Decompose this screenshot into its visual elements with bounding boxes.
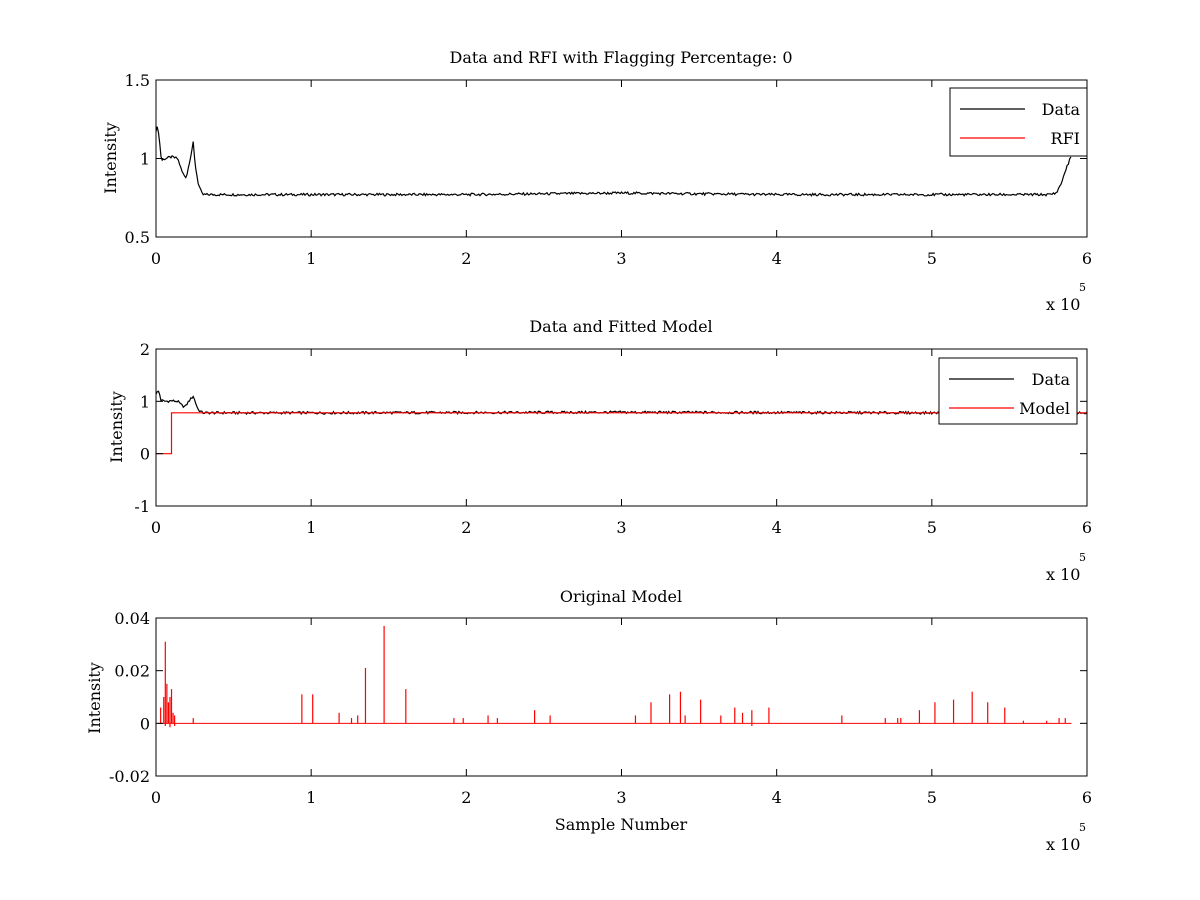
panel-3-x-tick-label: 1 xyxy=(306,788,316,807)
panel-2-x-tick-label: 2 xyxy=(461,518,471,537)
panel-2-legend-box xyxy=(938,357,1078,425)
panel-1-y-tick-label: 1.5 xyxy=(125,71,150,90)
panel-1-legend-label: Data xyxy=(1042,100,1081,119)
panel-2-y-tick-label: 2 xyxy=(140,340,150,359)
panel-3-x-tick-label: 5 xyxy=(927,788,937,807)
panel-3-x-tick-label: 0 xyxy=(151,788,161,807)
panel-1-x-tick-label: 3 xyxy=(616,249,626,268)
panel-2: Data and Fitted Model Intensity 0 1 2 3 4 5 6 -… xyxy=(107,317,1092,584)
panel-2-y-tick-label: 0 xyxy=(140,445,150,464)
panel-3-xlabel: Sample Number xyxy=(555,815,688,834)
panel-2-x-tick-label: 3 xyxy=(616,518,626,537)
panel-3-x-tick-label: 4 xyxy=(772,788,782,807)
panel-1-legend-label: RFI xyxy=(1051,129,1080,148)
panel-3-x-multiplier: x 10 5 xyxy=(1046,821,1086,854)
panel-2-x-tick-label: 4 xyxy=(772,518,782,537)
panel-1-x-tick-label: 1 xyxy=(306,249,316,268)
panel-1-y-tick-label: 1 xyxy=(140,150,150,169)
panel-1-plot: 0 1 2 3 4 5 6 0.5 1 1.5 Data RFI xyxy=(125,71,1093,268)
panel-1: Data and RFI with Flagging Percentage: 0… xyxy=(101,48,1092,314)
panel-3-title: Original Model xyxy=(560,587,682,606)
panel-1-y-tick-label: 0.5 xyxy=(125,228,150,247)
panel-2-y-tick-label: -1 xyxy=(134,497,150,516)
panel-2-x-multiplier-exp: 5 xyxy=(1079,551,1086,564)
panel-2-x-tick-label: 5 xyxy=(927,518,937,537)
panel-3-x-multiplier-exp: 5 xyxy=(1079,821,1086,834)
panel-2-x-tick-label: 6 xyxy=(1082,518,1092,537)
panel-1-x-tick-label: 0 xyxy=(151,249,161,268)
panel-2-x-tick-label: 1 xyxy=(306,518,316,537)
panel-1-x-tick-label: 2 xyxy=(461,249,471,268)
panel-3-y-tick-label: 0.02 xyxy=(114,662,150,681)
panel-2-x-multiplier-base: x 10 xyxy=(1046,565,1080,584)
panel-3-x-tick-label: 3 xyxy=(616,788,626,807)
panel-1-legend-box xyxy=(949,87,1088,157)
panel-3-series xyxy=(157,625,1072,728)
panel-1-title: Data and RFI with Flagging Percentage: 0 xyxy=(449,48,792,67)
panel-1-x-multiplier-exp: 5 xyxy=(1079,281,1086,294)
panel-1-ylabel: Intensity xyxy=(101,122,120,194)
panel-2-legend: Data Model xyxy=(938,357,1078,425)
panel-2-series xyxy=(156,390,1087,455)
panel-1-x-multiplier: x 10 5 xyxy=(1046,281,1086,314)
panel-1-series xyxy=(156,126,1072,197)
panel-2-title: Data and Fitted Model xyxy=(529,317,712,336)
panel-1-x-tick-label: 6 xyxy=(1082,249,1092,268)
panel-3-x-multiplier-base: x 10 xyxy=(1046,835,1080,854)
panel-3-y-tick-label: -0.02 xyxy=(109,767,150,786)
panel-2-x-multiplier: x 10 5 xyxy=(1046,551,1086,584)
panel-3-y-tick-label: 0.04 xyxy=(114,609,150,628)
panel-1-series-data xyxy=(156,126,1072,197)
panel-2-x-tick-label: 0 xyxy=(151,518,161,537)
panel-2-legend-label: Model xyxy=(1019,399,1070,418)
panel-1-x-multiplier-base: x 10 xyxy=(1046,295,1080,314)
panel-3: Original Model Intensity Sample Number 0… xyxy=(85,587,1092,854)
panel-2-y-tick-label: 1 xyxy=(140,392,150,411)
panel-3-x-tick-label: 6 xyxy=(1082,788,1092,807)
panel-1-x-tick-label: 4 xyxy=(772,249,782,268)
panel-3-y-tick-label: 0 xyxy=(140,714,150,733)
panel-2-legend-label: Data xyxy=(1032,370,1071,389)
panel-1-x-tick-label: 5 xyxy=(927,249,937,268)
panel-3-x-tick-label: 2 xyxy=(461,788,471,807)
panel-3-ylabel: Intensity xyxy=(85,662,104,734)
panel-2-series-model xyxy=(156,412,1087,455)
panel-1-legend: Data RFI xyxy=(949,87,1088,157)
panel-2-ylabel: Intensity xyxy=(107,391,126,463)
